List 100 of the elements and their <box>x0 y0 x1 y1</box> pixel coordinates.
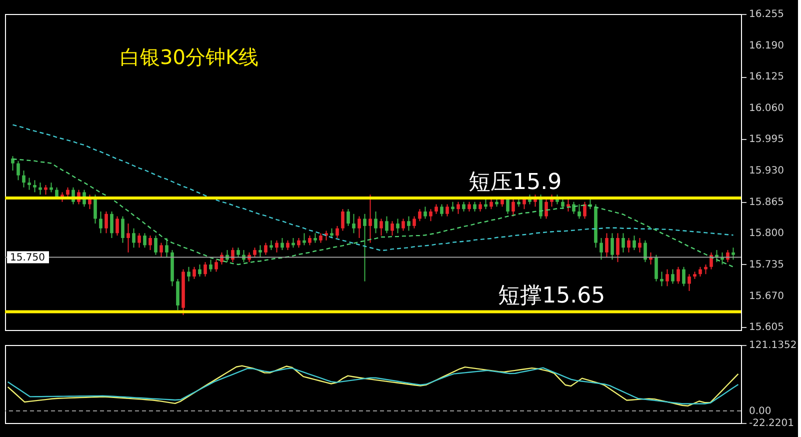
y-tick-label: 16.125 <box>749 72 784 83</box>
candlestick <box>352 213 356 234</box>
y-tick-label: 121.1352 <box>749 340 797 351</box>
candlestick <box>236 247 240 258</box>
ref-line-label: 15.750 <box>10 252 45 264</box>
candlestick <box>138 232 141 248</box>
candlestick <box>275 240 278 253</box>
line-series <box>12 158 734 268</box>
y-tick-label: 15.670 <box>749 290 784 302</box>
candlestick <box>402 218 405 232</box>
candlestick <box>671 268 674 284</box>
candlestick <box>165 237 168 258</box>
candlestick <box>418 208 422 222</box>
ref-line-label: 短撑15.65 <box>498 284 606 309</box>
candlestick <box>126 223 130 253</box>
candlestick <box>302 232 306 246</box>
candlestick <box>297 237 300 248</box>
candlestick <box>732 247 735 260</box>
candlestick <box>253 247 256 258</box>
candlestick <box>50 182 53 193</box>
candlestick <box>429 208 432 222</box>
candlestick <box>682 266 686 287</box>
candlestick <box>258 244 262 258</box>
candlestick <box>578 204 581 220</box>
candlestick <box>319 232 322 244</box>
y-tick-label: -22.2201 <box>749 418 794 429</box>
candlestick <box>192 266 196 280</box>
candlestick <box>154 235 158 256</box>
candlestick <box>424 206 427 220</box>
y-tick-label: 15.865 <box>749 196 784 208</box>
candlestick <box>616 232 620 263</box>
candlestick <box>451 201 454 212</box>
candlestick <box>264 242 268 256</box>
candlestick <box>478 201 482 212</box>
candlestick <box>204 262 207 278</box>
candlestick <box>390 220 394 236</box>
y-tick-label: 15.605 <box>749 322 784 334</box>
candlestick <box>632 235 636 251</box>
candlestick <box>688 274 691 292</box>
candlestick <box>94 194 97 224</box>
text: 白银30分钟K线 <box>120 45 259 69</box>
candlestick <box>660 271 664 287</box>
candlestick <box>468 201 471 212</box>
candlestick <box>358 216 361 238</box>
candlestick <box>544 198 548 220</box>
candlestick <box>627 237 630 253</box>
candlestick <box>407 216 410 232</box>
ref-line-label: 短压15.9 <box>468 170 562 196</box>
candlestick <box>605 232 608 258</box>
candlestick <box>336 225 339 238</box>
candlestick <box>280 237 284 251</box>
candlestick <box>490 198 493 210</box>
y-tick-label: 15.995 <box>749 134 784 146</box>
candlestick <box>676 266 680 284</box>
candlestick <box>143 232 146 248</box>
y-tick-label: 15.930 <box>749 166 784 177</box>
candlestick <box>561 196 564 210</box>
candlestick <box>698 266 702 278</box>
candlestick <box>572 201 576 214</box>
y-tick-label: 16.060 <box>749 102 784 114</box>
candlestick <box>99 211 102 234</box>
candlestick <box>368 194 372 244</box>
candlestick <box>16 160 20 181</box>
candlestick <box>314 232 317 244</box>
candlestick <box>462 201 466 212</box>
candlestick <box>11 156 14 172</box>
candlestick <box>330 228 334 238</box>
candlestick <box>187 266 190 282</box>
candlestick <box>622 232 625 253</box>
y-tick-label: 15.735 <box>749 259 784 270</box>
candlestick <box>44 184 48 196</box>
candlestick <box>209 259 212 272</box>
candlestick <box>396 218 400 234</box>
candlestick <box>412 216 416 229</box>
candlestick <box>132 228 136 248</box>
candlestick <box>28 177 31 190</box>
candlestick <box>374 211 378 234</box>
candlestick <box>341 208 344 232</box>
candlestick <box>324 230 328 241</box>
candlestick <box>363 213 366 282</box>
candlestick <box>116 216 119 236</box>
y-tick-label: 15.800 <box>749 228 784 240</box>
candlestick <box>600 237 603 260</box>
candlestick <box>704 264 708 275</box>
candlestick <box>346 208 350 226</box>
candlestick <box>583 201 586 220</box>
line-series <box>12 124 734 252</box>
y-tick-label: 16.190 <box>749 40 784 52</box>
candlestick <box>446 204 449 217</box>
candlestick <box>440 204 444 217</box>
candlestick <box>638 237 642 253</box>
candlestick <box>286 240 290 251</box>
candlestick <box>610 232 614 260</box>
candlestick <box>33 180 36 193</box>
candlestick <box>456 201 460 214</box>
candlestick <box>385 216 388 234</box>
candlestick <box>121 216 124 244</box>
candlestick <box>644 240 647 263</box>
candlestick <box>38 182 42 196</box>
candlestick <box>148 235 152 251</box>
